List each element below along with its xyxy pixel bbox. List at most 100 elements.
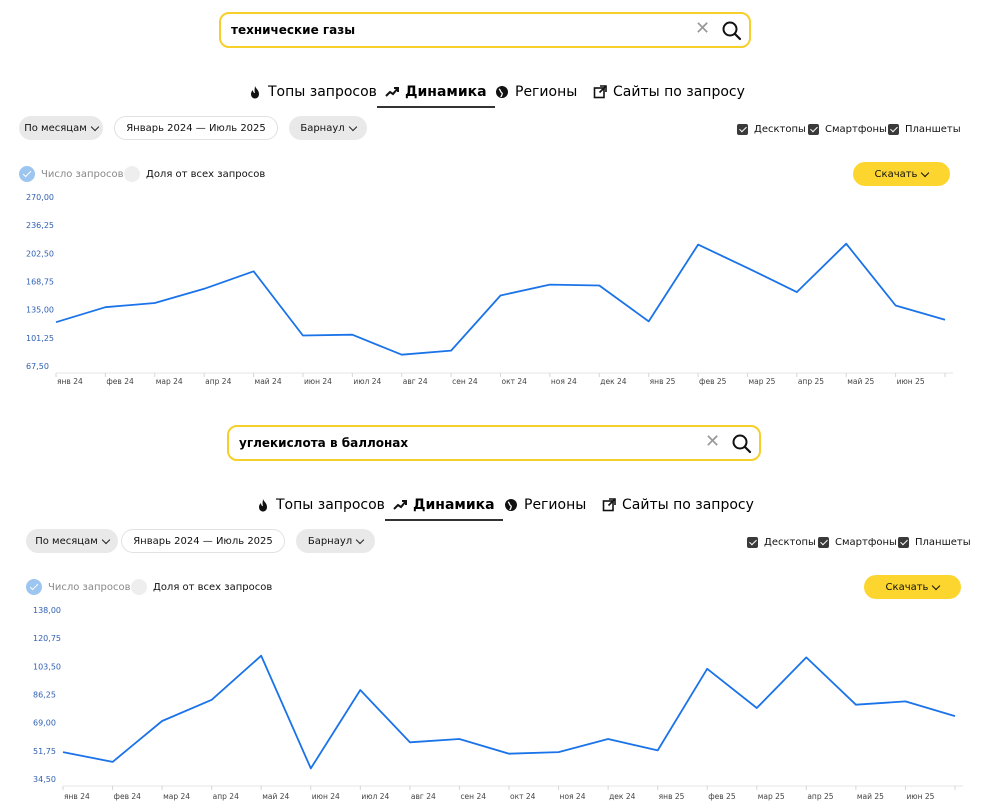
- panel-technical-gases: технические газы ✕ Топы запросов Динамик…: [0, 0, 981, 406]
- checkbox-desktop[interactable]: Десктопы: [747, 535, 816, 549]
- tab-tops[interactable]: Топы запросов: [256, 493, 385, 517]
- clear-icon[interactable]: ✕: [695, 18, 711, 39]
- tab-sites[interactable]: Сайты по запросу: [602, 493, 754, 517]
- data-point[interactable]: [854, 703, 858, 707]
- data-point[interactable]: [903, 699, 907, 703]
- data-point[interactable]: [111, 760, 115, 764]
- radio-unchecked-icon: [124, 166, 140, 182]
- data-point[interactable]: [160, 719, 164, 723]
- data-point[interactable]: [656, 748, 660, 752]
- x-tick-label: июн 25: [906, 792, 934, 801]
- x-tick-label: авг 24: [403, 377, 428, 386]
- search-query[interactable]: углекислота в баллонах: [239, 436, 409, 450]
- data-point[interactable]: [210, 698, 214, 702]
- radio-share[interactable]: Доля от всех запросов: [124, 165, 265, 183]
- data-point[interactable]: [548, 283, 552, 287]
- data-point[interactable]: [953, 714, 957, 718]
- x-tick-label: май 25: [847, 377, 874, 386]
- data-point[interactable]: [696, 243, 700, 247]
- period-select[interactable]: По месяцам: [26, 529, 118, 553]
- x-tick-label: дек 24: [609, 792, 635, 801]
- y-tick-label: 103,50: [33, 662, 61, 671]
- chevron-down-icon: [90, 122, 99, 131]
- date-range-button[interactable]: Январь 2024 — Июль 2025: [114, 116, 278, 140]
- checkbox-tablets[interactable]: Планшеты: [888, 122, 961, 136]
- data-point[interactable]: [61, 750, 65, 754]
- data-point[interactable]: [449, 349, 453, 353]
- region-select[interactable]: Барнаул: [296, 529, 375, 553]
- data-point[interactable]: [606, 737, 610, 741]
- tabs: Топы запросов Динамика Регионы Сайты по …: [0, 493, 981, 521]
- data-point[interactable]: [301, 334, 305, 338]
- data-point[interactable]: [943, 318, 947, 322]
- data-point[interactable]: [153, 301, 157, 305]
- data-point[interactable]: [745, 266, 749, 270]
- y-tick-label: 120,75: [33, 634, 61, 643]
- checkbox-phones[interactable]: Смартфоны: [808, 122, 887, 136]
- tab-dynamics[interactable]: Динамика: [377, 80, 495, 108]
- data-point[interactable]: [408, 740, 412, 744]
- y-tick-label: 101,25: [26, 334, 54, 343]
- checkbox-desktop-label: Десктопы: [754, 123, 806, 135]
- external-link-icon: [593, 85, 607, 99]
- clear-icon[interactable]: ✕: [705, 431, 721, 452]
- data-point[interactable]: [795, 290, 799, 294]
- data-point[interactable]: [103, 305, 107, 309]
- checkbox-desktop[interactable]: Десктопы: [737, 122, 806, 136]
- checkbox-phones[interactable]: Смартфоны: [818, 535, 897, 549]
- data-point[interactable]: [894, 303, 898, 307]
- data-point[interactable]: [755, 706, 759, 710]
- x-tick-label: июл 24: [353, 377, 381, 386]
- data-point[interactable]: [400, 353, 404, 357]
- tab-tops[interactable]: Топы запросов: [248, 80, 377, 104]
- region-label: Барнаул: [300, 122, 345, 134]
- search-field[interactable]: углекислота в баллонах ✕: [227, 425, 761, 461]
- region-select[interactable]: Барнаул: [289, 116, 367, 140]
- data-point[interactable]: [54, 320, 58, 324]
- radio-share[interactable]: Доля от всех запросов: [131, 578, 272, 596]
- search-icon[interactable]: [731, 433, 753, 455]
- tab-tops-label: Топы запросов: [276, 497, 385, 513]
- tab-dynamics[interactable]: Динамика: [385, 493, 503, 521]
- radio-checked-icon: [19, 166, 35, 182]
- period-select[interactable]: По месяцам: [19, 116, 103, 140]
- x-tick-label: мар 25: [758, 792, 785, 801]
- radio-unchecked-icon: [131, 579, 147, 595]
- radio-count[interactable]: Число запросов: [26, 578, 131, 596]
- data-point[interactable]: [202, 287, 206, 291]
- data-point[interactable]: [844, 242, 848, 246]
- trend-icon: [393, 500, 407, 510]
- data-point[interactable]: [597, 283, 601, 287]
- data-point[interactable]: [705, 667, 709, 671]
- tab-sites[interactable]: Сайты по запросу: [593, 80, 745, 104]
- data-point[interactable]: [252, 269, 256, 273]
- data-point[interactable]: [507, 752, 511, 756]
- radio-count[interactable]: Число запросов: [19, 165, 124, 183]
- y-tick-label: 135,00: [26, 306, 54, 315]
- download-button[interactable]: Скачать: [853, 162, 950, 186]
- checkbox-tablets[interactable]: Планшеты: [898, 535, 971, 549]
- fire-icon: [251, 86, 259, 99]
- checkbox-checked-icon: [808, 123, 819, 135]
- search-field[interactable]: технические газы ✕: [219, 12, 751, 48]
- date-range-button[interactable]: Январь 2024 — Июль 2025: [121, 529, 285, 553]
- data-point[interactable]: [557, 750, 561, 754]
- data-point[interactable]: [804, 655, 808, 659]
- x-tick-label: апр 24: [205, 377, 231, 386]
- radio-share-label: Доля от всех запросов: [146, 168, 266, 180]
- data-point[interactable]: [457, 737, 461, 741]
- data-point[interactable]: [358, 688, 362, 692]
- x-tick-label: сен 24: [452, 377, 478, 386]
- radio-count-label: Число запросов: [41, 168, 124, 180]
- tab-regions[interactable]: Регионы: [504, 493, 586, 517]
- data-point[interactable]: [350, 333, 354, 337]
- data-point[interactable]: [309, 766, 313, 770]
- download-button[interactable]: Скачать: [864, 575, 961, 599]
- radio-share-label: Доля от всех запросов: [153, 581, 273, 593]
- search-icon[interactable]: [721, 20, 743, 42]
- data-point[interactable]: [499, 293, 503, 297]
- tab-regions[interactable]: Регионы: [495, 80, 577, 104]
- data-point[interactable]: [647, 319, 651, 323]
- search-query[interactable]: технические газы: [231, 23, 356, 37]
- data-point[interactable]: [259, 654, 263, 658]
